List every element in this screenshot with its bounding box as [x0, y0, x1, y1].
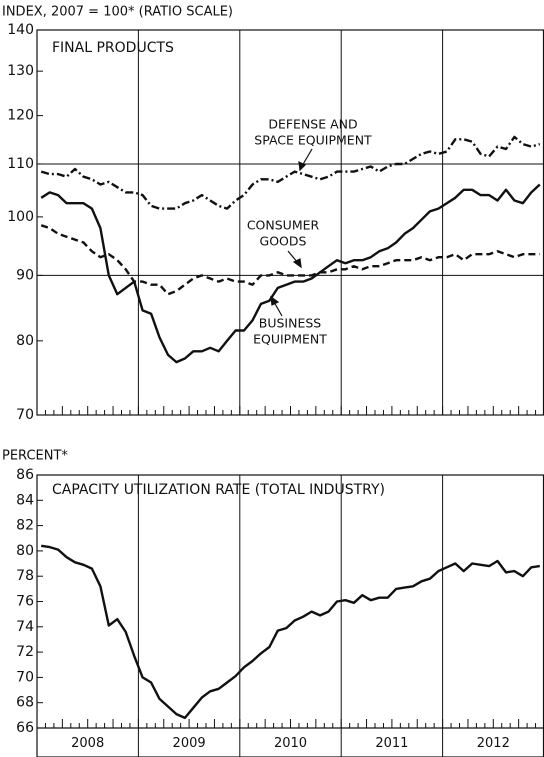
arrow-head	[270, 295, 280, 306]
x-tick-label: 2012	[477, 736, 510, 751]
arrow	[273, 301, 283, 317]
y-tick-label: 66	[16, 720, 34, 736]
y-tick-label: 82	[16, 518, 34, 534]
y-tick-label: 74	[16, 619, 34, 635]
y-tick-label: 130	[7, 63, 34, 79]
y-tick-label: 80	[16, 543, 34, 559]
y-tick-label: 76	[16, 594, 34, 610]
y-tick-label: 90	[16, 267, 34, 283]
annotation: EQUIPMENT	[253, 332, 327, 347]
arrow-head	[298, 160, 307, 172]
x-tick-label: 2011	[375, 736, 408, 751]
arrow-head	[292, 258, 302, 269]
y-tick-label: 86	[16, 467, 34, 483]
y-tick-label: 72	[16, 644, 34, 660]
annotation: GOODS	[260, 234, 307, 249]
annotation: DEFENSE AND	[268, 117, 357, 132]
y-tick-label: 84	[16, 492, 34, 508]
series-line	[40, 224, 540, 296]
y-tick-label: 140	[7, 22, 34, 38]
panel-frame	[36, 474, 544, 757]
y-axis-label: PERCENT*	[2, 449, 68, 464]
y-tick-label: 70	[16, 407, 34, 423]
x-tick-label: 2009	[173, 736, 206, 751]
y-tick-label: 68	[16, 695, 34, 711]
y-tick-label: 110	[7, 156, 34, 172]
y-tick-label: 120	[7, 108, 34, 124]
y-tick-label: 80	[16, 333, 34, 349]
x-tick-label: 2010	[274, 736, 307, 751]
annotation: CONSUMER	[247, 218, 320, 233]
y-axis-label: INDEX, 2007 = 100* (RATIO SCALE)	[2, 5, 233, 20]
arrows	[270, 148, 313, 317]
series-line	[40, 135, 541, 210]
panel-title: FINAL PRODUCTS	[52, 40, 174, 56]
y-tick-label: 70	[16, 669, 34, 685]
series-line	[41, 544, 540, 720]
series-line	[40, 183, 541, 364]
panel-title: CAPACITY UTILIZATION RATE (TOTAL INDUSTR…	[52, 482, 385, 498]
y-tick-label: 100	[7, 209, 34, 225]
annotation: BUSINESS	[259, 316, 322, 331]
x-tick-label: 2008	[71, 736, 104, 751]
arrow	[301, 148, 313, 167]
annotation: SPACE EQUIPMENT	[254, 133, 372, 148]
y-tick-label: 78	[16, 568, 34, 584]
